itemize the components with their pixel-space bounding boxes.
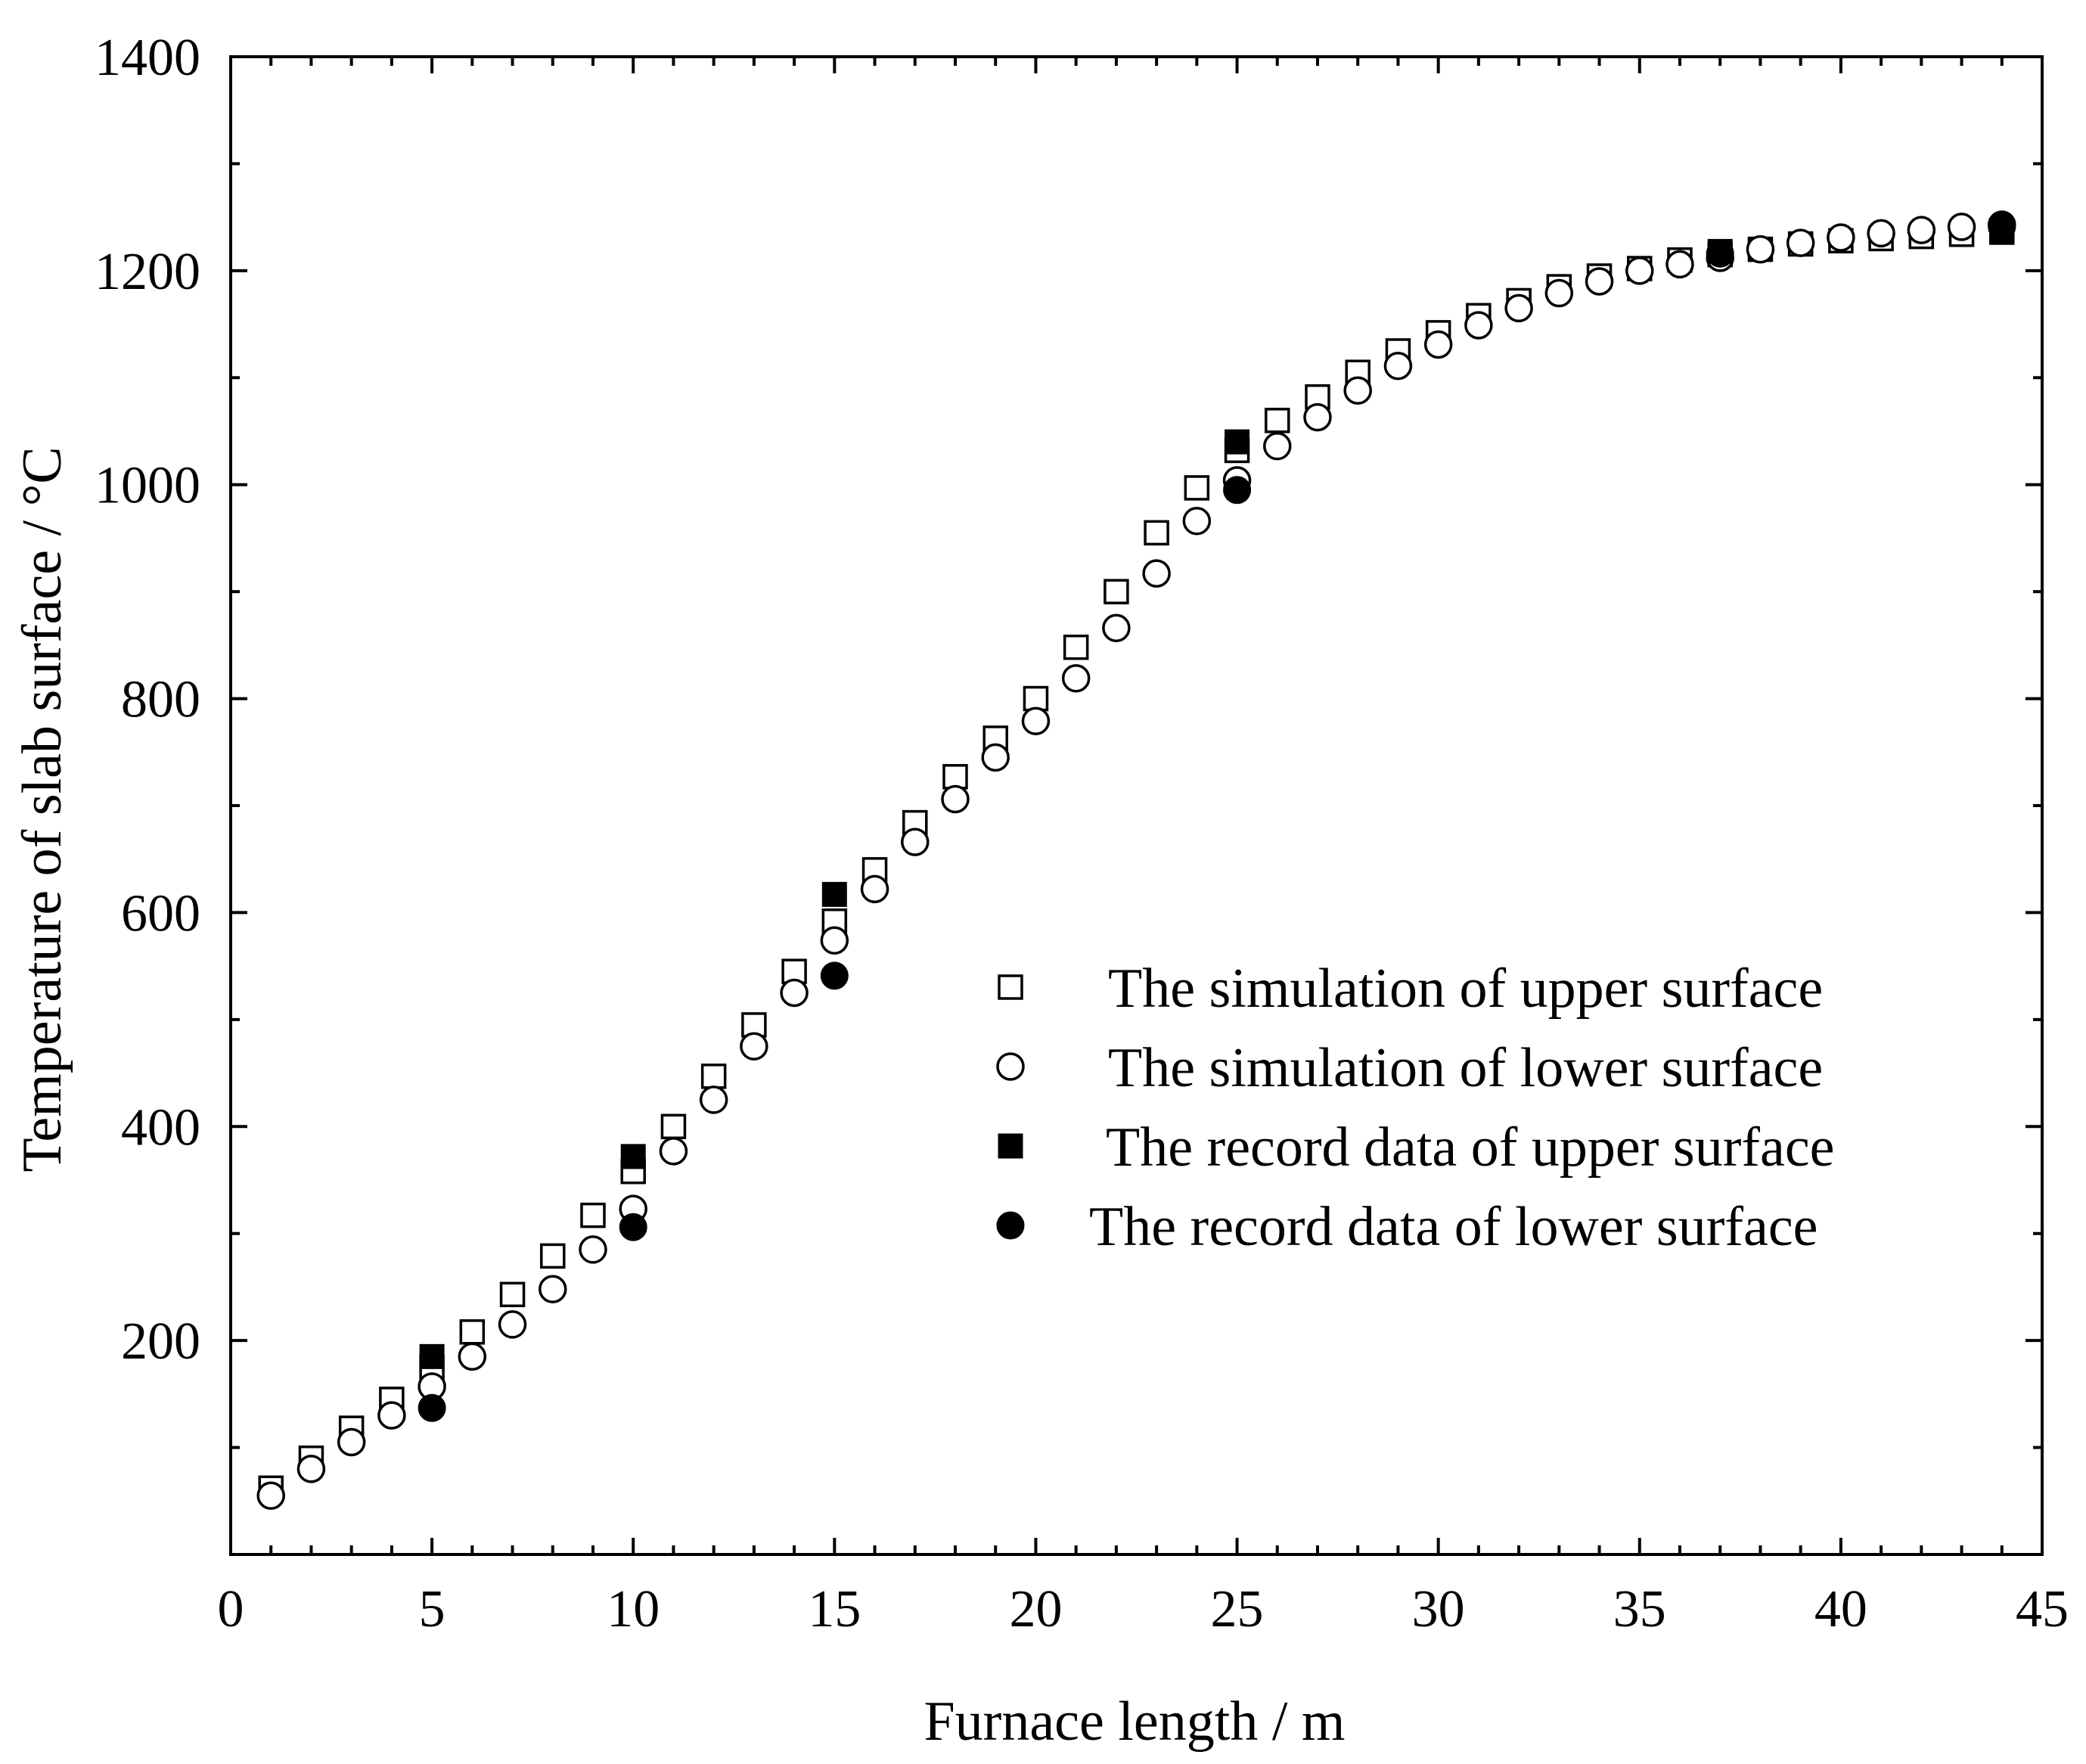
series-1-point	[1265, 408, 1290, 433]
legend-label-1: The simulation of upper surface	[1108, 958, 1823, 1020]
legend-marker-3	[998, 1133, 1023, 1159]
series-1-point	[580, 1202, 606, 1228]
series-2-point	[1423, 330, 1453, 359]
legend: The simulation of upper surface The simul…	[996, 958, 1835, 1258]
series-2-point	[1585, 267, 1614, 296]
series-2-point	[901, 828, 930, 856]
y-axis-title: Temperature of slab surface / °C	[11, 446, 73, 1172]
series-1-point	[700, 1064, 727, 1089]
series-2-point	[1867, 219, 1895, 248]
series-1-point	[1104, 579, 1129, 604]
x-tick-label: 35	[1613, 1580, 1666, 1638]
legend-label-3: The record data of upper surface	[1106, 1116, 1835, 1179]
series-1-point	[540, 1243, 566, 1269]
series-2-point	[1746, 234, 1775, 264]
series-2-point	[498, 1310, 527, 1339]
series-2-point	[1827, 223, 1855, 252]
series-1-point	[499, 1281, 526, 1308]
series-1-point	[942, 764, 968, 790]
series-2-point	[296, 1455, 326, 1483]
x-tick-label: 45	[2016, 1580, 2069, 1638]
series-2-point	[699, 1085, 728, 1114]
series-2-point	[1263, 432, 1292, 461]
series-2-point	[941, 784, 970, 814]
y-tick-label: 600	[121, 884, 200, 943]
x-tick-label: 15	[808, 1580, 861, 1638]
series-2-point	[1303, 402, 1332, 432]
series-4-point	[820, 961, 849, 990]
y-tick-label: 1000	[95, 457, 200, 515]
legend-marker-4	[996, 1211, 1025, 1240]
series-4-point	[1988, 213, 2016, 241]
series-2-point	[256, 1481, 285, 1510]
y-tick-label: 1400	[95, 29, 200, 87]
series-2-point	[1383, 351, 1413, 380]
series-2-point	[1102, 613, 1131, 642]
series-2-point	[1182, 507, 1212, 536]
legend-label-2: The simulation of lower surface	[1108, 1037, 1823, 1099]
series-2-point	[337, 1427, 366, 1457]
series-4-point	[418, 1393, 446, 1422]
legend-marker-1	[998, 974, 1023, 1000]
ticks-layer: 0 5 10 15 20 25 30 35 40 45 200 400 600 800 1000 1200 14…	[95, 29, 2069, 1638]
x-tick-label: 0	[218, 1580, 244, 1638]
legend-label-4: The record data of lower surface	[1089, 1196, 1818, 1258]
data-marks-layer	[256, 210, 2016, 1510]
series-2-point	[1021, 707, 1051, 736]
series-2-point	[981, 743, 1010, 772]
x-tick-label: 20	[1009, 1580, 1062, 1638]
series-2-point	[579, 1235, 607, 1264]
series-2-point	[1142, 559, 1171, 588]
series-3-point	[1225, 429, 1250, 455]
series-4-point	[1706, 239, 1734, 268]
series-2-point	[1947, 213, 1976, 241]
series-2-point	[1061, 663, 1091, 693]
x-tick-label: 25	[1211, 1580, 1264, 1638]
y-tick-label: 1200	[95, 243, 200, 301]
x-tick-label: 30	[1412, 1580, 1465, 1638]
series-1-point	[660, 1113, 687, 1140]
series-2-point	[659, 1137, 688, 1166]
series-4-point	[1223, 476, 1252, 505]
series-2-point	[1504, 293, 1533, 323]
series-2-point	[860, 874, 889, 904]
y-tick-label: 800	[121, 671, 200, 729]
series-2-point	[1665, 250, 1694, 279]
series-3-point	[821, 881, 847, 907]
x-tick-label: 40	[1814, 1580, 1867, 1638]
series-2-point	[820, 926, 849, 955]
x-axis-title: Furnace length / m	[924, 1691, 1346, 1753]
series-4-point	[619, 1213, 647, 1241]
x-tick-label: 5	[419, 1580, 445, 1638]
series-2-point	[1544, 278, 1574, 308]
series-1-point	[1184, 475, 1210, 501]
series-3-point	[419, 1343, 445, 1369]
y-tick-label: 400	[121, 1098, 200, 1157]
series-2-point	[1625, 256, 1654, 285]
series-2-point	[780, 978, 809, 1008]
series-3-point	[620, 1144, 646, 1169]
series-2-point	[1786, 228, 1815, 257]
series-1-point	[1023, 685, 1049, 712]
series-2-point	[1343, 376, 1372, 405]
series-1-point	[459, 1319, 486, 1345]
y-tick-label: 200	[121, 1312, 200, 1371]
legend-marker-2	[996, 1052, 1025, 1081]
series-2-point	[458, 1342, 487, 1371]
series-1-point	[1063, 634, 1089, 660]
series-2-point	[539, 1275, 567, 1304]
series-1-point	[1144, 520, 1169, 546]
series-2-point	[1464, 311, 1493, 340]
series-2-point	[377, 1401, 406, 1430]
series-2-point	[1907, 216, 1936, 244]
x-tick-label: 10	[607, 1580, 660, 1638]
series-2-point	[740, 1032, 768, 1061]
